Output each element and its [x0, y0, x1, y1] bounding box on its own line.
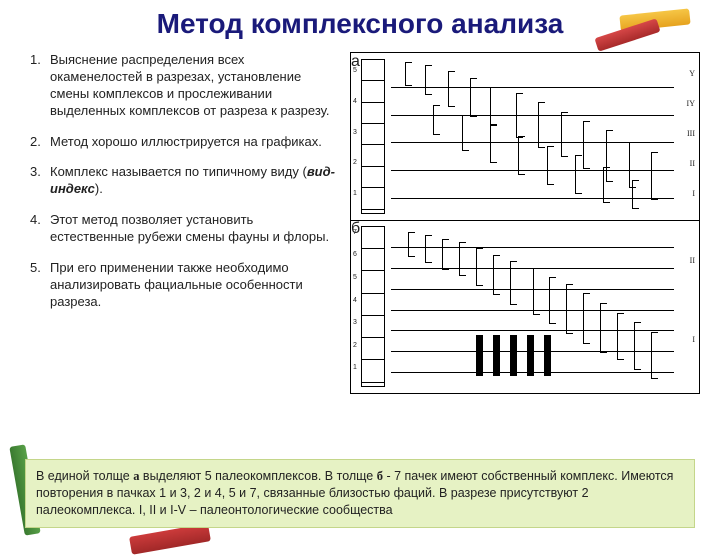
main-content: 1.Выяснение распределения всех окаменело… — [0, 52, 720, 394]
strat-col-b — [361, 226, 385, 387]
list-item: 1.Выяснение распределения всех окаменело… — [30, 52, 340, 120]
diagram-a: а 54321 YIYIIIIII — [351, 53, 699, 221]
caption-box: В единой толще а выделяют 5 палеокомплек… — [25, 459, 695, 528]
caption-text: В единой толще а выделяют 5 палеокомплек… — [36, 469, 673, 517]
stratigraphy-diagram: а 54321 YIYIIIIII б 7654321 III — [350, 52, 700, 394]
diagram-b: б 7654321 III — [351, 220, 699, 393]
list-item: 2.Метод хорошо иллюстрируется на графика… — [30, 134, 340, 151]
list-item: 5.При его применении также необходимо ан… — [30, 260, 340, 311]
text-list: 1.Выяснение распределения всех окаменело… — [30, 52, 340, 394]
strat-col-a — [361, 59, 385, 214]
list-item: 3.Комплекс называется по типичному виду … — [30, 164, 340, 198]
list-item: 4.Этот метод позволяет установить естест… — [30, 212, 340, 246]
